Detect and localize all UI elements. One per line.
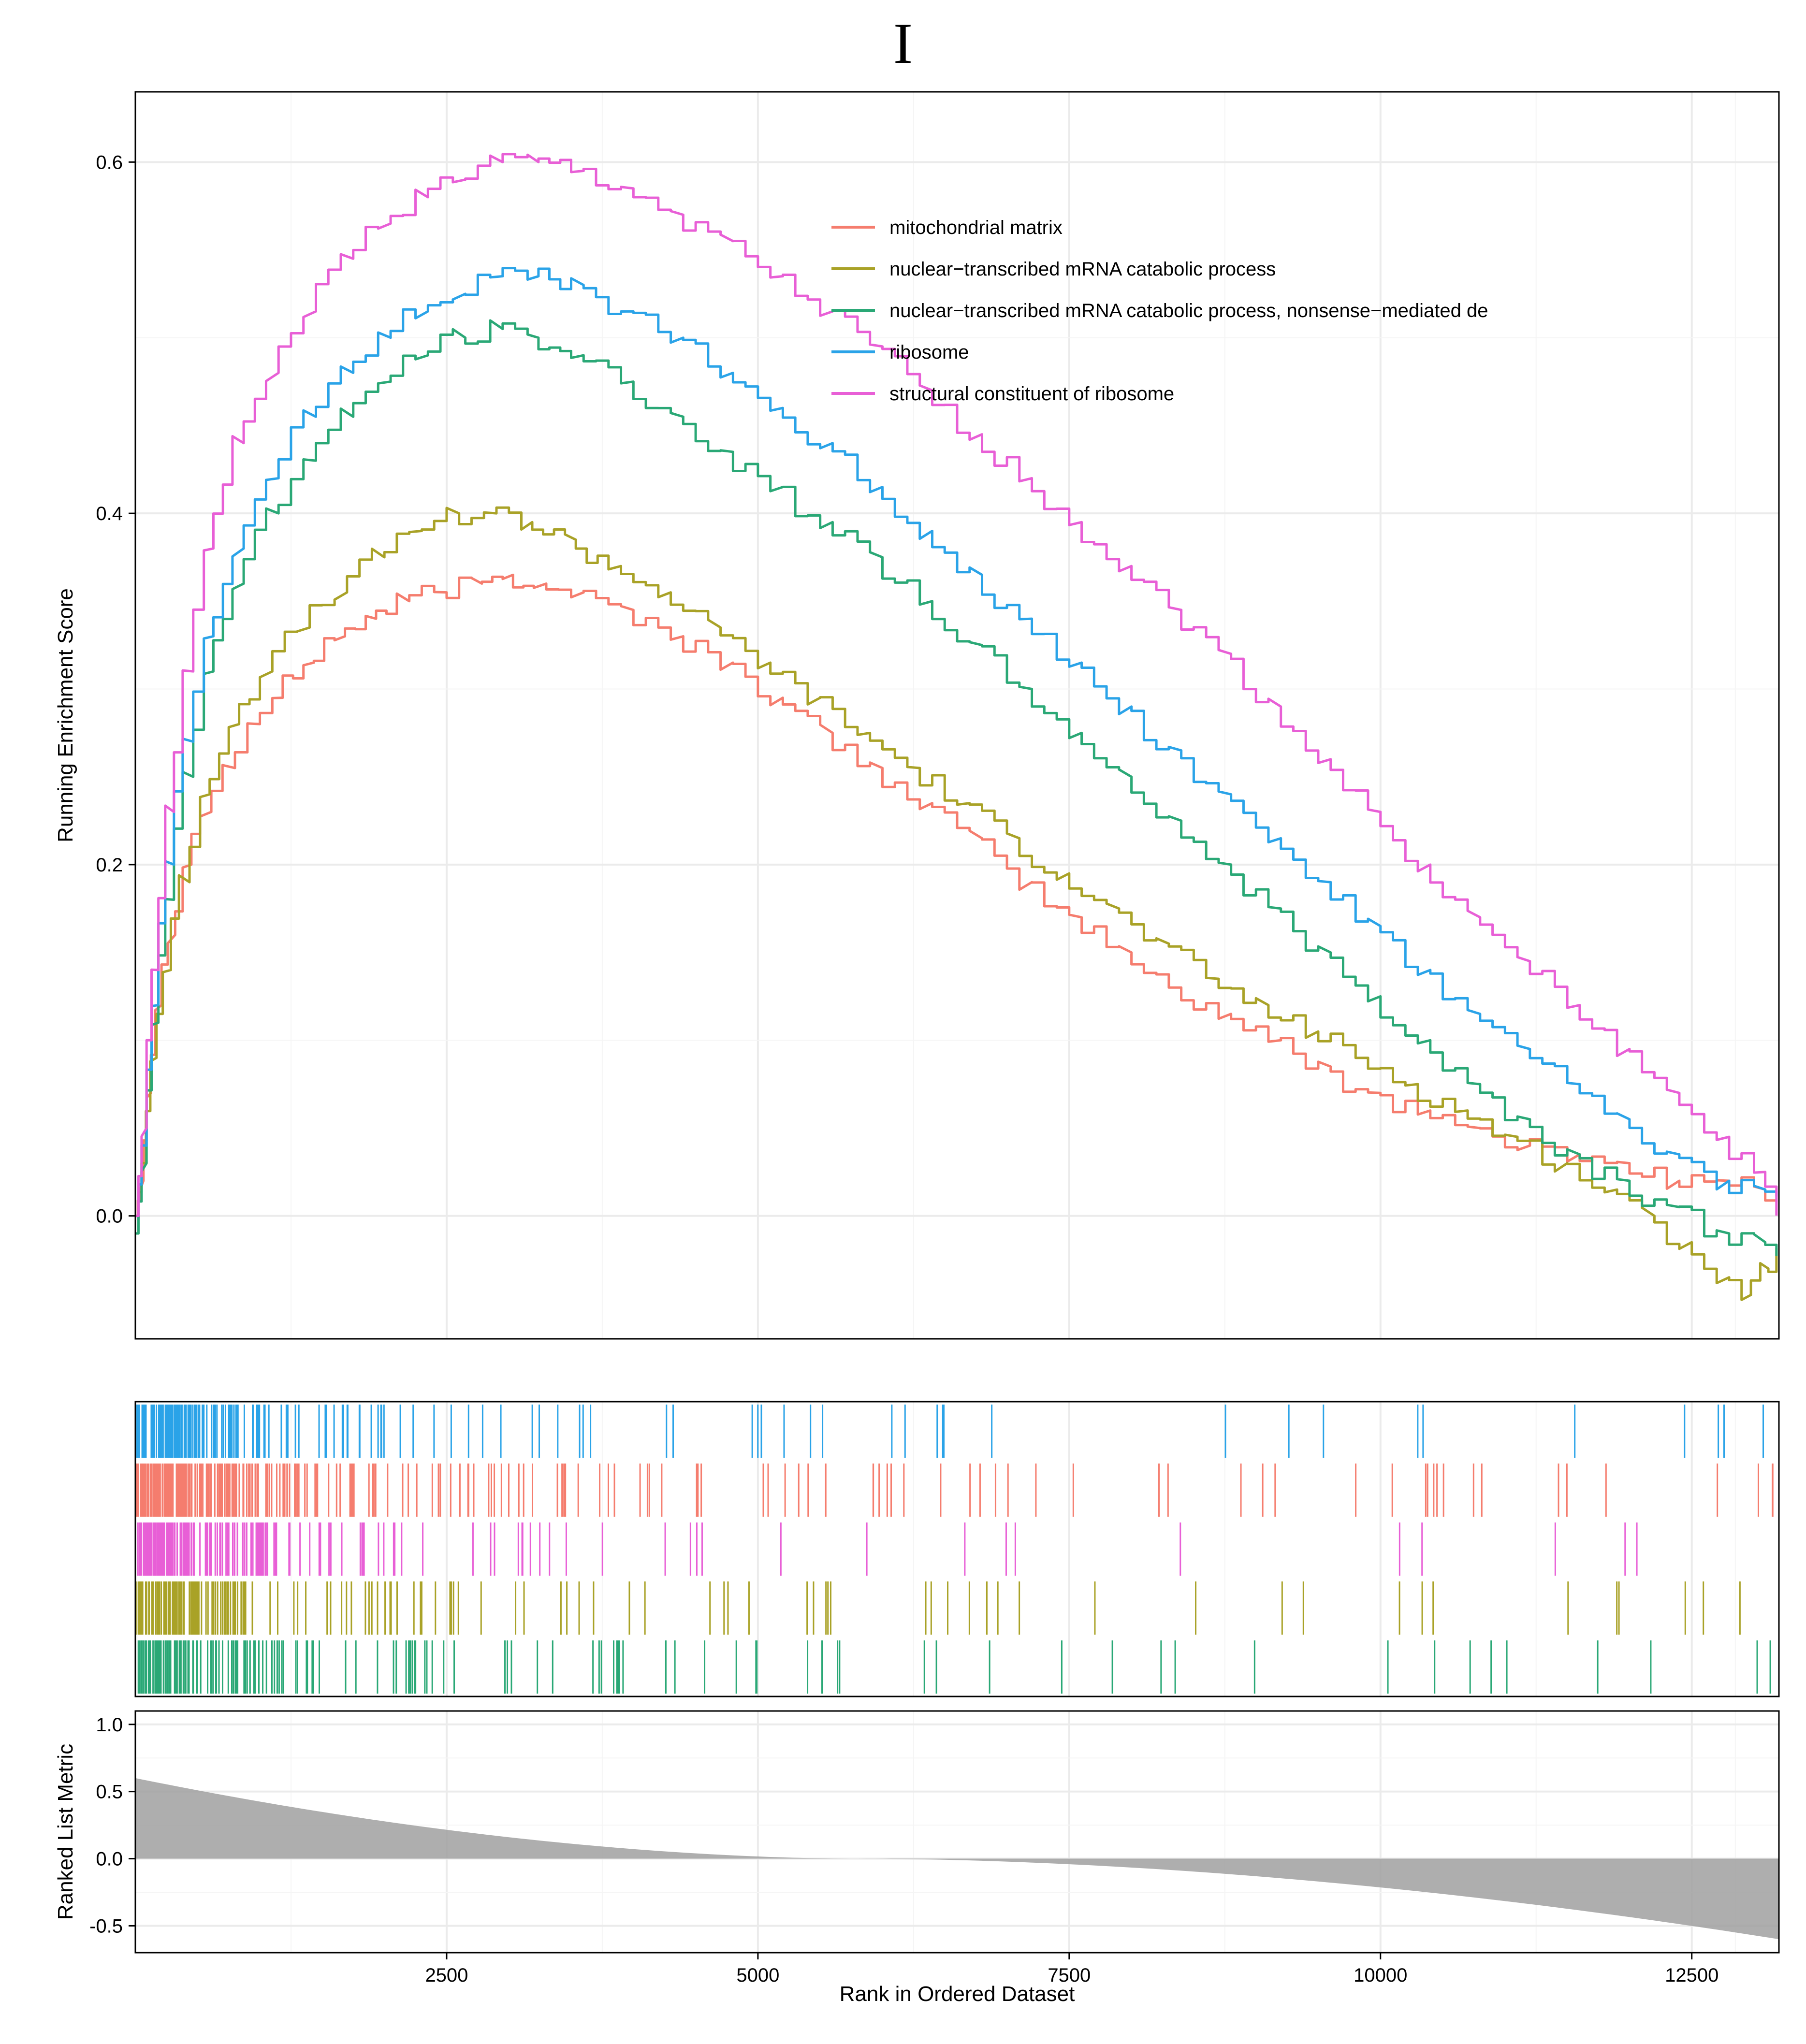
svg-canvas: I 0.0 0.2 0.4 0.6 Running Enrichment Score mit…	[0, 0, 1806, 2044]
rank-ytick-label: 1.0	[96, 1714, 123, 1736]
es-ylabel: Running Enrichment Score	[54, 588, 77, 842]
legend-label: structural constituent of ribosome	[889, 383, 1174, 405]
x-axis-label: Rank in Ordered Dataset	[840, 1982, 1075, 2006]
rank-ylabel: Ranked List Metric	[54, 1744, 77, 1920]
legend-label: mitochondrial matrix	[889, 217, 1063, 238]
x-tick-label: 2500	[425, 1965, 468, 1986]
legend-label: nuclear−transcribed mRNA catabolic proce…	[889, 259, 1276, 280]
tick-row-ribosome	[137, 1405, 1763, 1458]
gsea-figure: I 0.0 0.2 0.4 0.6 Running Enrichment Score mit…	[0, 0, 1806, 2044]
es-line-ribosome	[135, 268, 1777, 1216]
tick-panel	[135, 1402, 1779, 1696]
legend	[831, 227, 875, 393]
legend-label: nuclear−transcribed mRNA catabolic proce…	[889, 300, 1488, 321]
x-tick-label: 12500	[1665, 1965, 1719, 1986]
es-line-nmrna_nmd	[135, 320, 1777, 1256]
rank-panel	[129, 1711, 1779, 1953]
es-line-nmrna	[135, 507, 1777, 1300]
tick-row-struct	[138, 1522, 1637, 1576]
legend-label: ribosome	[889, 342, 969, 363]
tick-row-nmrna	[136, 1581, 1740, 1635]
tick-row-mito	[135, 1464, 1773, 1517]
ranked-list-area	[135, 1778, 1779, 1939]
es-ytick-label: 0.4	[96, 503, 123, 524]
x-tick-label: 5000	[736, 1965, 779, 1986]
rank-ytick-label: 0.5	[96, 1782, 123, 1803]
tick-row-nmrna_nmd	[135, 1640, 1770, 1694]
panel-title: I	[893, 11, 913, 75]
es-ytick-label: 0.0	[96, 1206, 123, 1227]
es-ytick-label: 0.6	[96, 152, 123, 173]
rank-ytick-label: 0.0	[96, 1849, 123, 1870]
x-tick-label: 10000	[1354, 1965, 1407, 1986]
rank-ytick-label: -0.5	[89, 1915, 123, 1937]
es-ytick-label: 0.2	[96, 855, 123, 876]
